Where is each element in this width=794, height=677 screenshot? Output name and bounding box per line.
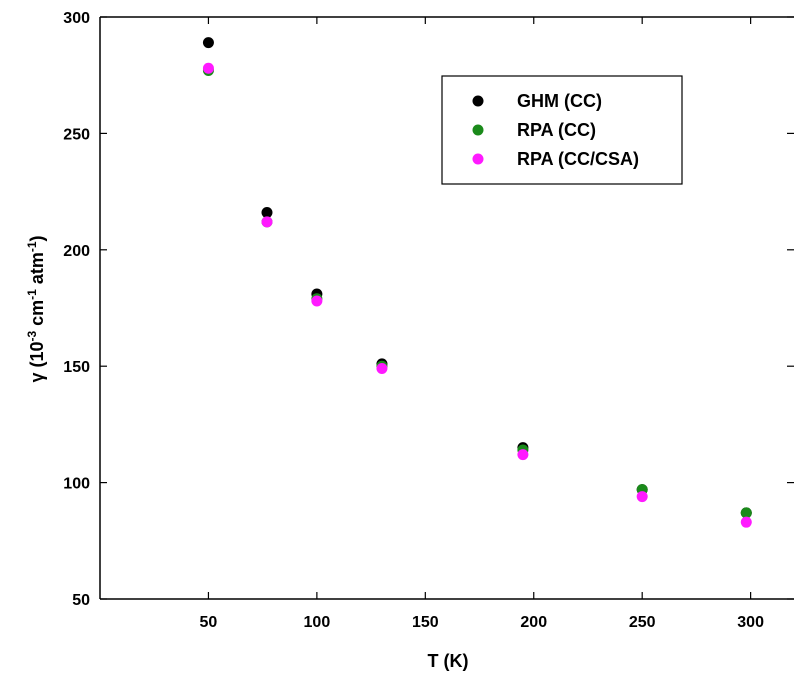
legend-marker-3 [472, 153, 484, 165]
data-point-series-3 [376, 363, 388, 375]
y-tick-label: 150 [63, 359, 90, 376]
x-tick-label: 300 [737, 614, 764, 631]
x-tick-label: 100 [304, 614, 331, 631]
legend-label-3: RPA (CC/CSA) [517, 149, 639, 169]
data-point-series-1 [261, 207, 273, 219]
x-tick-label: 200 [520, 614, 547, 631]
y-label-exp2: -1 [25, 289, 39, 300]
legend-label-1: GHM (CC) [517, 91, 602, 111]
x-tick-label: 250 [629, 614, 656, 631]
tick-labels: 50 100 150 200 250 300 50 100 150 200 250 300 [63, 10, 764, 631]
y-label-mid: cm [27, 300, 47, 331]
x-tick-label: 50 [200, 614, 218, 631]
y-tick-label: 50 [72, 592, 90, 609]
y-label-mid2: atm [27, 252, 47, 289]
y-tick-label: 200 [63, 243, 90, 260]
x-tick-label: 150 [412, 614, 439, 631]
y-label-prefix: γ (10 [27, 342, 47, 383]
data-point-series-3 [202, 62, 214, 74]
legend-marker-1 [472, 95, 484, 107]
y-tick-label: 300 [63, 10, 90, 27]
legend: GHM (CC) RPA (CC) RPA (CC/CSA) [441, 75, 683, 185]
data-point-series-3 [517, 449, 529, 461]
data-point-series-2 [740, 507, 752, 519]
y-label-suffix: ) [27, 235, 47, 241]
y-label-exp1: -3 [25, 331, 39, 342]
data-point-series-3 [636, 491, 648, 503]
data-point-series-1 [202, 37, 214, 49]
data-point-series-3 [740, 516, 752, 528]
data-point-series-3 [311, 295, 323, 307]
data-point-series-3 [261, 216, 273, 228]
y-label-exp3: -1 [25, 241, 39, 252]
legend-marker-2 [472, 124, 484, 136]
axes [99, 16, 794, 600]
data-points [202, 37, 752, 528]
y-axis-label: γ (10-3 cm-1 atm-1) [25, 235, 47, 382]
x-axis-label: T (K) [428, 651, 469, 671]
y-tick-label: 250 [63, 126, 90, 143]
legend-label-2: RPA (CC) [517, 120, 596, 140]
y-tick-label: 100 [63, 476, 90, 493]
